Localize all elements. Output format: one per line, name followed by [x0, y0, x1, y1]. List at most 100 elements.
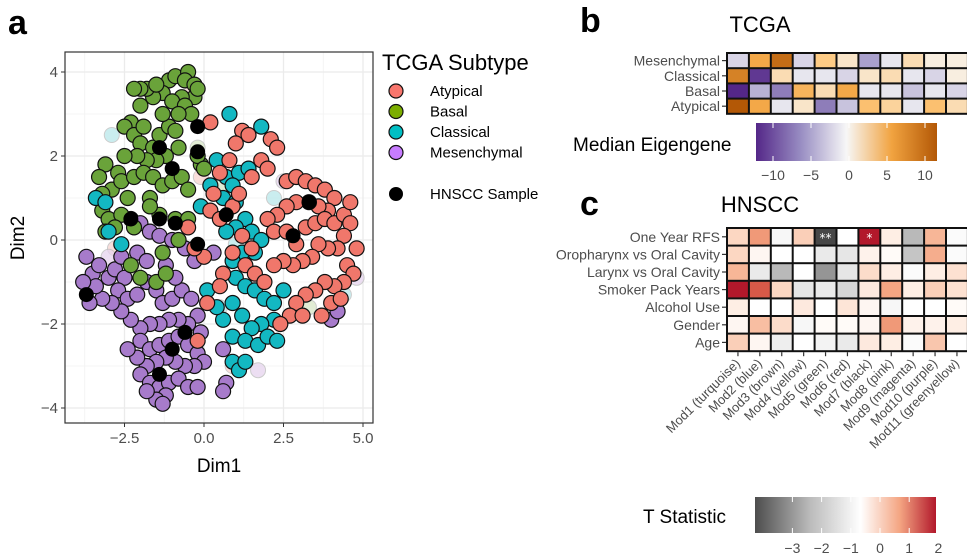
tcga-heatmap-cell: [728, 69, 748, 83]
tcga-heatmap-cell: [947, 54, 967, 68]
y-tick-label: −4: [41, 400, 58, 417]
point-atypical: [342, 194, 359, 211]
median-eigengene-tick-label: 10: [917, 167, 933, 183]
hnscc-heatmap-cell: [793, 281, 814, 298]
hnscc-heatmap-cell: [837, 281, 858, 298]
scatter-points: [75, 63, 365, 412]
tcga-heatmap-cell: [859, 54, 880, 68]
tcga-heatmap-cell: [881, 54, 902, 68]
hnscc-heatmap-row-label: Gender: [673, 317, 720, 333]
tcga-heatmap-cell: [771, 84, 792, 98]
hnscc-heatmap-cell: [947, 264, 967, 280]
hnscc-heatmap-title: HNSCC: [721, 192, 799, 217]
hnscc-heatmap-cell: [771, 229, 792, 245]
scatter-legend: TCGA Subtype Atypical Basal Classical Mesen…: [382, 50, 538, 203]
hnscc-heatmap-cell: [947, 299, 967, 315]
faded-point: [250, 362, 267, 379]
point-classical: [265, 294, 283, 312]
point-basal: [180, 181, 197, 198]
tcga-heatmap-cell: [728, 54, 748, 68]
point-basal: [195, 160, 213, 177]
tcga-heatmap-cell: [728, 99, 748, 113]
tcga-heatmap-cell: [947, 84, 967, 98]
x-axis-title: Dim1: [197, 456, 241, 477]
hnscc-heatmap-cell: [881, 281, 902, 298]
hnscc-heatmap-cell: [793, 299, 814, 315]
point-basal: [90, 168, 108, 186]
point-atypical: [189, 332, 206, 349]
hnscc-heatmap-cell: [749, 281, 770, 298]
point-basal: [141, 198, 159, 215]
faded-point: [103, 127, 120, 143]
hnscc-heatmap-row-label: Age: [695, 334, 720, 350]
point-atypical: [332, 290, 349, 307]
tcga-heatmap-cell: [903, 69, 924, 83]
tcga-heatmap-cell: [859, 99, 880, 113]
point-atypical: [269, 139, 286, 156]
point-mesenchymal: [214, 383, 232, 400]
point-hnscc-sample: [78, 287, 94, 303]
tcga-heatmap-cell: [837, 99, 858, 113]
hnscc-heatmap-cell: [837, 334, 858, 351]
y-tick-label: 4: [50, 64, 58, 81]
hnscc-heatmap-cell: [859, 299, 880, 315]
tcga-heatmap-cell: [837, 69, 858, 83]
point-atypical: [259, 210, 276, 228]
hnscc-heatmap-cell: [925, 299, 945, 315]
point-atypical: [313, 307, 330, 324]
hnscc-heatmap-cell: [859, 317, 880, 333]
x-tick-label: −2.5: [110, 430, 140, 447]
point-basal: [167, 122, 184, 139]
point-mesenchymal: [138, 252, 155, 270]
point-classical: [243, 320, 260, 337]
median-eigengene-colorbar-title: Median Eigengene: [573, 135, 731, 156]
point-hnscc-sample: [301, 194, 317, 210]
point-hnscc-sample: [164, 161, 180, 177]
point-atypical: [234, 227, 251, 244]
hnscc-heatmap-cell: [859, 334, 880, 351]
tcga-heatmap-cell: [837, 54, 858, 68]
x-tick-label: 5.0: [353, 430, 374, 447]
hnscc-heatmap-cell: [728, 317, 748, 333]
point-mesenchymal: [138, 383, 155, 400]
scatter-plot: −2.5 0.0 2.5 5.0 −4 −2 0 2 4 Dim1 Dim2: [8, 51, 374, 477]
point-hnscc-sample: [190, 119, 206, 135]
point-atypical: [230, 185, 248, 202]
point-classical: [253, 118, 270, 135]
hnscc-heatmap-cell: [925, 334, 945, 351]
point-basal: [132, 269, 149, 286]
hnscc-heatmap-cell: [925, 246, 945, 263]
legend-swatch-basal: [388, 103, 404, 120]
tcga-heatmap-cell: [947, 69, 967, 83]
point-classical: [221, 105, 238, 123]
tcga-heatmap-cell: [815, 99, 836, 113]
hnscc-heatmap-cell: [947, 334, 967, 351]
tcga-heatmap-cell: [749, 69, 770, 83]
tcga-heatmap-cell: [749, 99, 770, 113]
tcga-heatmap-cell: [903, 84, 924, 98]
hnscc-heatmap-cell: [728, 229, 748, 245]
hnscc-heatmap-cell: [881, 334, 902, 351]
point-basal: [135, 118, 152, 135]
point-atypical: [227, 135, 244, 152]
point-atypical: [335, 227, 353, 244]
point-basal: [170, 105, 187, 123]
hnscc-heatmap-cell: [947, 317, 967, 333]
legend-label-basal: Basal: [430, 104, 468, 121]
point-classical: [275, 282, 292, 299]
point-hnscc-sample: [123, 211, 139, 227]
hnscc-heatmap-cell: [881, 299, 902, 315]
hnscc-heatmap-cell: [728, 299, 748, 315]
hnscc-heatmap-cell: [793, 264, 814, 280]
legend-swatch-hnscc-sample: [389, 187, 403, 201]
point-basal: [119, 189, 136, 207]
point-atypical: [348, 240, 365, 257]
hnscc-heatmap-cell: [749, 317, 770, 333]
t-statistic-tick-label: −2: [814, 540, 830, 556]
point-hnscc-sample: [151, 140, 167, 156]
hnscc-heatmap-cell: [903, 334, 924, 351]
hnscc-heatmap-cell: [749, 246, 770, 263]
legend-swatch-classical: [388, 124, 404, 140]
point-hnscc-sample: [164, 341, 180, 357]
point-atypical: [199, 294, 216, 312]
